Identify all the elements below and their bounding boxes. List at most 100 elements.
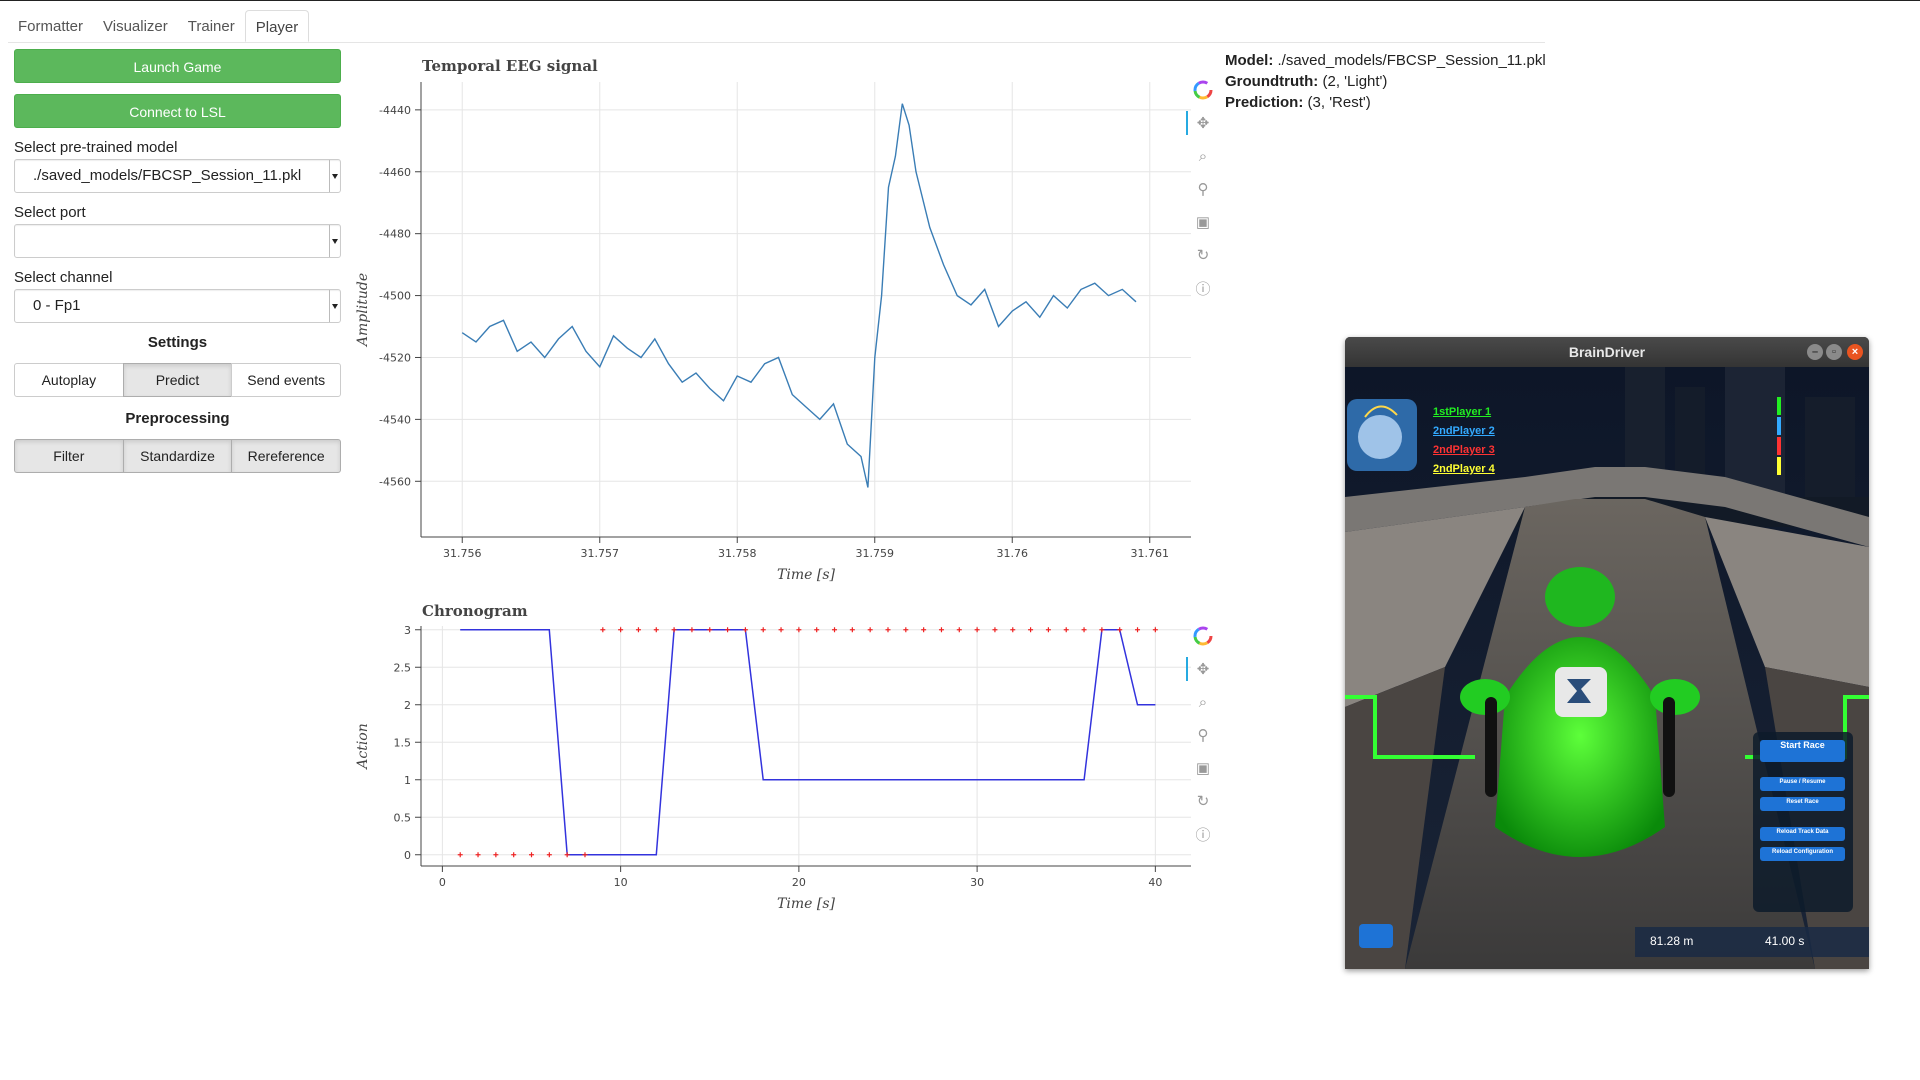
prediction-info: Model: ./saved_models/FBCSP_Session_11.p… xyxy=(1225,50,1546,113)
tab-player[interactable]: Player xyxy=(244,10,310,42)
port-select[interactable] xyxy=(14,224,341,258)
close-icon[interactable]: × xyxy=(1847,344,1863,360)
reload-track-button[interactable]: Reload Track Data xyxy=(1776,829,1829,835)
eeg-y-axis-label: Amplitude xyxy=(355,273,371,348)
chronogram-prediction-point xyxy=(849,627,855,633)
chronogram-y-tick-label: 2 xyxy=(404,699,411,712)
chronogram-prediction-point xyxy=(457,852,463,858)
prediction-info-line: Prediction: (3, 'Rest') xyxy=(1225,92,1546,113)
chronogram-prediction-point xyxy=(546,852,552,858)
chronogram-y-axis-label: Action xyxy=(355,723,371,771)
launch-game-button[interactable]: Launch Game xyxy=(14,49,341,83)
save-icon[interactable]: ▣ xyxy=(1195,760,1211,777)
chronogram-prediction-point xyxy=(511,852,517,858)
tab-bar: Formatter Visualizer Trainer Player xyxy=(8,10,310,42)
eeg-x-tick-label: 31.757 xyxy=(581,547,620,560)
groundtruth-info-line: Groundtruth: (2, 'Light') xyxy=(1225,71,1546,92)
minimize-icon[interactable]: – xyxy=(1807,344,1823,360)
chronogram-prediction-point xyxy=(778,627,784,633)
chronogram-prediction-point xyxy=(1099,627,1105,633)
chronogram-prediction-point xyxy=(938,627,944,633)
maximize-icon[interactable]: ▫ xyxy=(1826,344,1842,360)
help-icon[interactable]: ⓘ xyxy=(1195,280,1211,298)
bokeh-logo-icon[interactable] xyxy=(1191,624,1215,648)
tab-divider xyxy=(8,42,1545,43)
port-select-label: Select port xyxy=(14,204,86,221)
tab-visualizer[interactable]: Visualizer xyxy=(103,18,168,35)
pan-icon[interactable]: ✥ xyxy=(1186,111,1215,135)
eeg-y-tick-label: -4520 xyxy=(379,351,411,364)
game-window-titlebar[interactable]: BrainDriver – ▫ × xyxy=(1345,337,1869,367)
preprocessing-title: Preprocessing xyxy=(125,410,230,427)
chronogram-prediction-point xyxy=(742,627,748,633)
prediction-info-key: Prediction: xyxy=(1225,94,1304,111)
rereference-button[interactable]: Rereference xyxy=(231,439,342,473)
channel-select-value: 0 - Fp1 xyxy=(33,297,81,314)
chronogram-x-axis-label: Time [s] xyxy=(777,896,835,912)
chronogram-prediction-point xyxy=(1028,627,1034,633)
eeg-y-tick-label: -4560 xyxy=(379,475,411,488)
chronogram-prediction-point xyxy=(1045,627,1051,633)
chronogram-y-tick-label: 1 xyxy=(404,774,411,787)
autoplay-button[interactable]: Autoplay xyxy=(14,363,124,397)
player-1-label: 1stPlayer 1 xyxy=(1433,406,1492,418)
eeg-plot[interactable]: 31.756 31.757 31.758 31.759 31.76 31.761 -4440… xyxy=(350,75,1196,595)
standardize-button[interactable]: Standardize xyxy=(122,439,233,473)
chronogram-prediction-point xyxy=(1063,627,1069,633)
chronogram-x-tick-label: 40 xyxy=(1148,876,1162,889)
chronogram-prediction-point xyxy=(903,627,909,633)
preprocessing-button-group: Filter Standardize Rereference xyxy=(14,439,342,473)
reload-config-button[interactable]: Reload Configuration xyxy=(1772,849,1833,855)
game-window-title: BrainDriver xyxy=(1568,344,1646,360)
pause-resume-button[interactable]: Pause / Resume xyxy=(1779,779,1826,785)
bokeh-logo-icon[interactable] xyxy=(1191,78,1215,102)
tab-trainer[interactable]: Trainer xyxy=(187,18,235,35)
chronogram-prediction-point xyxy=(529,852,535,858)
model-info-value: ./saved_models/FBCSP_Session_11.pkl xyxy=(1277,52,1546,69)
chronogram-x-tick-label: 10 xyxy=(614,876,628,889)
save-icon[interactable]: ▣ xyxy=(1195,214,1211,231)
chevron-down-icon xyxy=(329,160,340,192)
filter-button[interactable]: Filter xyxy=(14,439,124,473)
distance-readout: 81.28 m xyxy=(1650,934,1694,948)
help-icon[interactable]: ⓘ xyxy=(1195,826,1211,844)
player-3-label: 2ndPlayer 3 xyxy=(1433,444,1495,456)
time-readout: 41.00 s xyxy=(1765,934,1805,948)
reset-icon[interactable]: ↻ xyxy=(1196,247,1210,264)
chronogram-prediction-point xyxy=(885,627,891,633)
chronogram-x-tick-label: 30 xyxy=(970,876,984,889)
chronogram-plot[interactable]: 0 10 20 30 40 3 2.5 2 1.5 1 0.5 0 Time [s] Action xyxy=(350,620,1196,920)
eeg-y-tick-label: -4480 xyxy=(379,228,411,241)
model-info-line: Model: ./saved_models/FBCSP_Session_11.p… xyxy=(1225,50,1546,71)
model-select[interactable]: ./saved_models/FBCSP_Session_11.pkl xyxy=(14,159,341,193)
chronogram-prediction-point xyxy=(564,852,570,858)
channel-select[interactable]: 0 - Fp1 xyxy=(14,289,341,323)
send-events-button[interactable]: Send events xyxy=(231,363,342,397)
reset-race-button[interactable]: Reset Race xyxy=(1786,799,1819,805)
tab-formatter[interactable]: Formatter xyxy=(18,18,84,35)
channel-select-label: Select channel xyxy=(14,269,113,286)
box-zoom-icon[interactable]: ⌕ xyxy=(1198,693,1208,711)
wheel-zoom-icon[interactable]: ⚲ xyxy=(1197,181,1209,198)
reset-icon[interactable]: ↻ xyxy=(1196,793,1210,810)
chronogram-prediction-point xyxy=(635,627,641,633)
pan-icon[interactable]: ✥ xyxy=(1186,657,1215,681)
box-zoom-icon[interactable]: ⌕ xyxy=(1198,147,1208,165)
prediction-info-value: (3, 'Rest') xyxy=(1307,94,1371,111)
chronogram-y-tick-label: 1.5 xyxy=(394,736,412,749)
eeg-x-tick-label: 31.759 xyxy=(856,547,895,560)
chronogram-prediction-point xyxy=(475,852,481,858)
predict-button[interactable]: Predict xyxy=(122,363,233,397)
chronogram-prediction-point xyxy=(956,627,962,633)
chronogram-prediction-point xyxy=(1135,627,1141,633)
eeg-x-axis-label: Time [s] xyxy=(777,567,835,583)
game-scene[interactable] xyxy=(1345,367,1869,969)
chronogram-y-tick-label: 0.5 xyxy=(394,811,412,824)
start-race-button[interactable]: Start Race xyxy=(1780,740,1825,750)
wheel-zoom-icon[interactable]: ⚲ xyxy=(1197,727,1209,744)
chronogram-y-tick-label: 3 xyxy=(404,624,411,637)
chronogram-prediction-point xyxy=(600,627,606,633)
chronogram-prediction-point xyxy=(760,627,766,633)
chronogram-x-tick-label: 20 xyxy=(792,876,806,889)
connect-lsl-button[interactable]: Connect to LSL xyxy=(14,94,341,128)
